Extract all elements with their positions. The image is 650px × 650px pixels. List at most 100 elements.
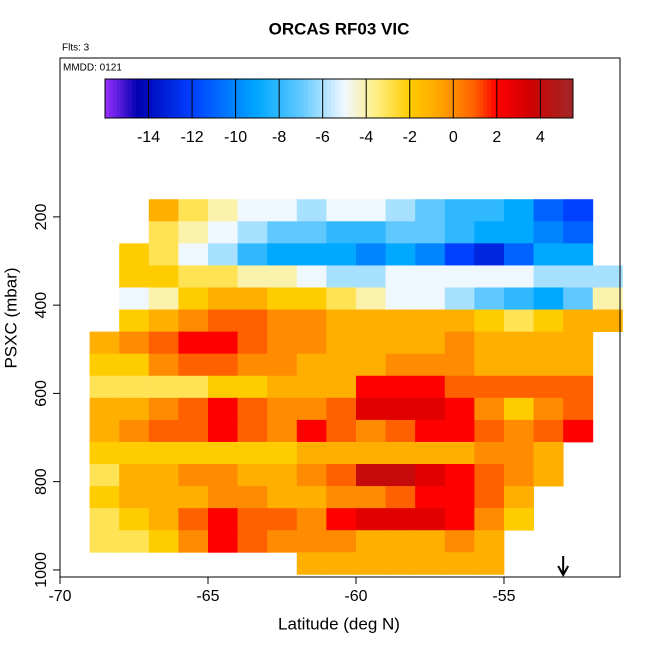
heatmap-cell: [444, 331, 475, 355]
colorbar-cell: [183, 79, 188, 118]
heatmap-cell: [296, 397, 327, 421]
heatmap-cell: [89, 397, 120, 421]
heatmap-cell: [237, 331, 268, 355]
heatmap-cell: [178, 221, 209, 244]
heatmap-cell: [237, 508, 268, 531]
colorbar-cell: [159, 79, 164, 118]
colorbar-tick-label: -10: [224, 129, 247, 146]
y-tick-label: 800: [33, 468, 50, 495]
heatmap-cell: [178, 199, 209, 222]
colorbar-cell: [534, 79, 539, 118]
colorbar-cell: [498, 79, 504, 118]
heatmap-cell: [267, 221, 298, 244]
heatmap-cell: [444, 221, 475, 244]
colorbar-cell: [522, 79, 527, 118]
heatmap-cell: [326, 375, 357, 399]
heatmap-cell: [326, 552, 357, 575]
y-tick-label: 1000: [33, 552, 50, 588]
heatmap-cell: [296, 486, 327, 509]
y-tick-label: 600: [33, 380, 50, 407]
colorbar-cell: [210, 79, 215, 118]
heatmap-cell: [474, 309, 505, 333]
heatmap-cell: [533, 265, 564, 288]
heatmap-cell: [385, 530, 416, 553]
heatmap-cell: [119, 397, 150, 421]
colorbar-cell: [362, 79, 367, 118]
colorbar-cell: [300, 79, 305, 118]
heatmap-cell: [207, 397, 238, 421]
heatmap-cell: [267, 309, 298, 333]
heatmap-cell: [503, 486, 534, 509]
heatmap-cell: [267, 397, 298, 421]
heatmap-cell: [119, 441, 150, 465]
heatmap-cell: [178, 419, 209, 443]
colorbar-cell: [467, 79, 472, 118]
heatmap-cell: [474, 221, 505, 244]
heatmap-cell: [444, 530, 475, 553]
heatmap-cell: [385, 464, 416, 487]
colorbar-tick-label: -8: [272, 129, 286, 146]
colorbar-tick-label: 4: [536, 129, 545, 146]
heatmap-cell: [207, 199, 238, 222]
heatmap-cell: [474, 552, 505, 575]
colorbar-cell: [339, 79, 344, 118]
heatmap-cell: [444, 243, 475, 266]
colorbar-cell: [420, 79, 426, 118]
heatmap-cell: [296, 419, 327, 443]
heatmap-cell: [474, 508, 505, 531]
colorbar-cell: [327, 79, 332, 118]
heatmap-cell: [296, 464, 327, 487]
heatmap-cell: [296, 309, 327, 333]
heatmap-cell: [444, 353, 475, 377]
colorbar-cell: [436, 79, 441, 118]
colorbar-cell: [253, 79, 258, 118]
heatmap-cell: [148, 397, 179, 421]
colorbar-cell: [553, 79, 558, 118]
heatmap-cell: [444, 375, 475, 399]
heatmap-cell: [178, 397, 209, 421]
heatmap-cell: [148, 199, 179, 222]
colorbar-cell: [456, 79, 461, 118]
heatmap-cell: [207, 419, 238, 443]
heatmap-cell: [178, 464, 209, 487]
colorbar-cell: [116, 79, 121, 118]
heatmap-cell: [355, 397, 386, 421]
colorbar-cell: [444, 79, 449, 118]
colorbar-tick-label: -14: [137, 129, 160, 146]
heatmap-cell: [444, 508, 475, 531]
heatmap-cell: [415, 309, 446, 333]
colorbar-cell: [452, 79, 457, 118]
colorbar-cell: [225, 79, 231, 118]
heatmap-cell: [207, 287, 238, 310]
heatmap-cell: [592, 265, 623, 288]
heatmap-cell: [326, 287, 357, 310]
heatmap-cell: [326, 221, 357, 244]
heatmap-cell: [148, 287, 179, 310]
colorbar-cell: [448, 79, 453, 118]
colorbar-cell: [557, 79, 562, 118]
colorbar-cell: [241, 79, 246, 118]
colorbar-tick-label: -4: [359, 129, 373, 146]
colorbar-cell: [105, 79, 110, 118]
heatmap-cell: [148, 419, 179, 443]
heatmap-cell: [385, 265, 416, 288]
heatmap-cell: [178, 287, 209, 310]
heatmap-cell: [207, 265, 238, 288]
colorbar-cell: [202, 79, 207, 118]
colorbar-cell: [405, 79, 410, 118]
colorbar-cell: [218, 79, 223, 118]
heatmap-cell: [385, 419, 416, 443]
heatmap-cell: [326, 486, 357, 509]
colorbar-cell: [530, 79, 535, 118]
colorbar-cell: [311, 79, 316, 118]
heatmap-cell: [533, 419, 564, 443]
heatmap-cell: [237, 441, 268, 465]
heatmap-cell: [444, 199, 475, 222]
heatmap-cell: [207, 353, 238, 377]
colorbar-cell: [124, 79, 129, 118]
heatmap-cell: [207, 486, 238, 509]
heatmap-cell: [326, 419, 357, 443]
colorbar-cell: [132, 79, 137, 118]
heatmap-cell: [592, 309, 623, 333]
heatmap-cell: [385, 221, 416, 244]
